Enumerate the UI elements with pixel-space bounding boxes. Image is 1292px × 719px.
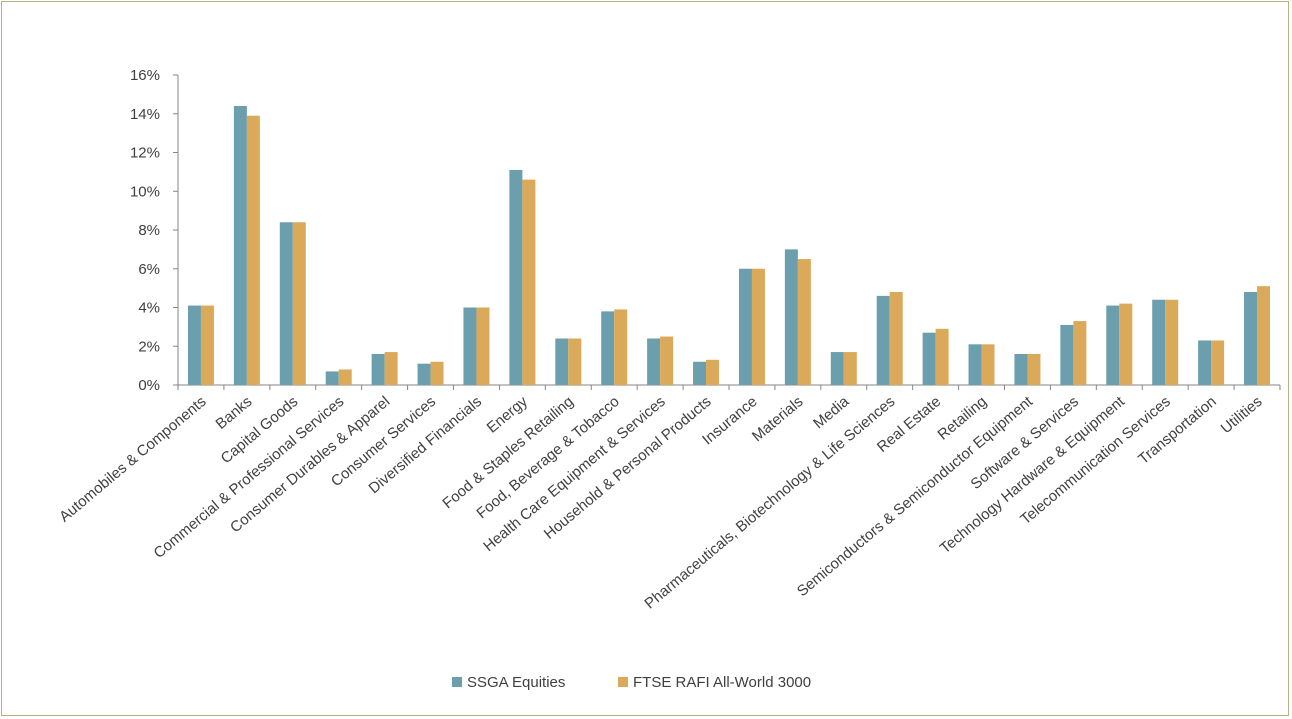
y-tick-label: 2% xyxy=(138,338,160,355)
bar-ssga xyxy=(647,338,661,385)
bar-ssga xyxy=(417,363,431,385)
bar-ftse xyxy=(246,115,260,385)
bar-ftse xyxy=(889,292,903,385)
bar-ftse xyxy=(338,369,352,385)
bar-ftse xyxy=(843,352,857,385)
bar-ssga xyxy=(325,371,339,385)
bar-ssga xyxy=(1106,305,1120,385)
bar-ssga xyxy=(555,338,569,385)
bar-ftse xyxy=(292,222,306,385)
bar-ssga xyxy=(968,344,982,385)
x-category-label: Automobiles & Components xyxy=(56,393,209,526)
legend-label-ssga: SSGA Equities xyxy=(467,674,565,691)
bar-ftse xyxy=(1165,299,1179,385)
bar-ssga xyxy=(1244,292,1258,385)
bars xyxy=(187,106,1271,385)
bar-ftse xyxy=(751,268,765,385)
bar-ftse xyxy=(1211,340,1225,385)
bar-ssga xyxy=(463,307,477,385)
legend-swatch-ftse xyxy=(618,677,628,687)
bar-ftse xyxy=(1027,354,1041,385)
bar-ssga xyxy=(601,311,615,385)
bar-ftse xyxy=(660,336,674,385)
y-tick-label: 4% xyxy=(138,300,160,317)
bar-ftse xyxy=(430,361,444,385)
bar-ftse xyxy=(476,307,490,385)
y-tick-label: 10% xyxy=(130,183,160,200)
bar-ftse xyxy=(981,344,995,385)
bar-ftse xyxy=(522,179,536,385)
y-tick-label: 14% xyxy=(130,106,160,123)
x-category-label: Household & Personal Products xyxy=(541,393,715,543)
x-category-label: Utilities xyxy=(1218,393,1266,437)
bar-ssga xyxy=(738,268,752,385)
bar-ftse xyxy=(1257,286,1271,385)
bar-ssga xyxy=(187,305,201,385)
bar-ssga xyxy=(1014,354,1028,385)
bar-ssga xyxy=(784,249,798,385)
y-tick-label: 16% xyxy=(130,67,160,84)
x-category-label: Transportation xyxy=(1135,393,1220,468)
bar-ftse xyxy=(1119,303,1133,385)
bar-ftse xyxy=(200,305,214,385)
bar-ssga xyxy=(1152,299,1166,385)
bar-ssga xyxy=(371,354,385,385)
bar-ssga xyxy=(830,352,844,385)
bar-ssga xyxy=(1060,324,1074,385)
bar-ssga xyxy=(509,169,523,385)
legend-label-ftse: FTSE RAFI All-World 3000 xyxy=(633,674,811,691)
legend: SSGA Equities FTSE RAFI All-World 3000 xyxy=(452,674,811,691)
bar-ftse xyxy=(797,259,811,385)
bar-ftse xyxy=(614,309,628,385)
y-tick-label: 12% xyxy=(130,145,160,162)
bar-ssga xyxy=(233,106,247,385)
y-tick-label: 0% xyxy=(138,377,160,394)
y-axis: 0% 2% 4% 6% 8% 10% 12% 14% 16% xyxy=(130,67,179,394)
x-category-label: Materials xyxy=(749,393,807,445)
bar-ftse xyxy=(1073,321,1087,385)
y-tick-label: 8% xyxy=(138,222,160,239)
bar-ssga xyxy=(1198,340,1212,385)
bar-ftse xyxy=(935,328,949,385)
bar-ssga xyxy=(876,295,890,385)
legend-swatch-ssga xyxy=(452,677,462,687)
bar-ssga xyxy=(922,332,936,385)
y-tick-label: 6% xyxy=(138,261,160,278)
bar-ssga xyxy=(279,222,293,385)
bar-ftse xyxy=(384,352,398,385)
bar-ftse xyxy=(568,338,582,385)
bar-ssga xyxy=(693,361,707,385)
bar-ftse xyxy=(706,359,720,385)
